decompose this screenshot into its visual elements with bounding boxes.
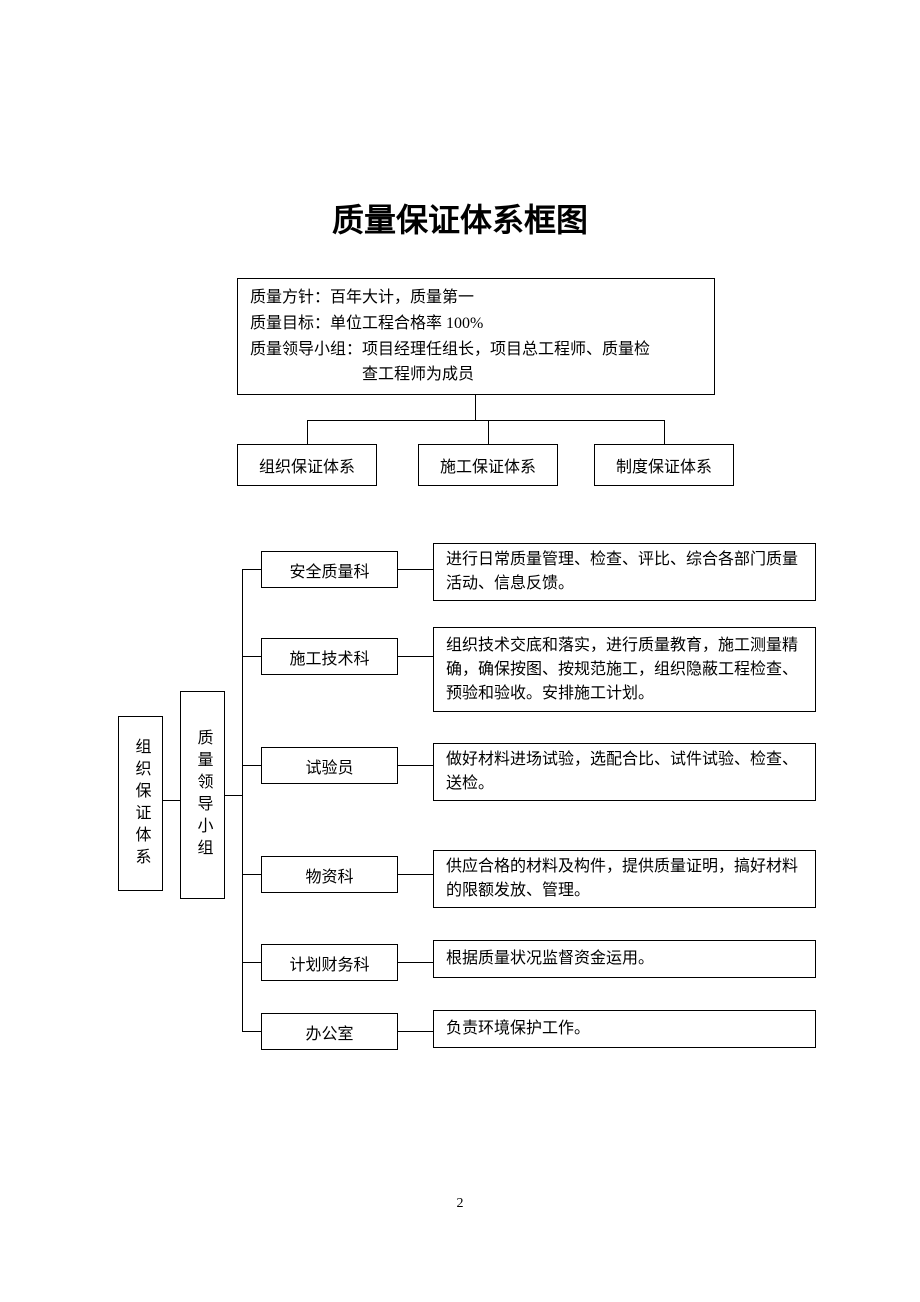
connector-line [664,420,665,444]
connector-line [398,569,433,570]
dept-box: 计划财务科 [261,944,398,981]
tier2-box-3: 制度保证体系 [594,444,734,486]
dept-box: 物资科 [261,856,398,893]
policy-box: 质量方针：百年大计，质量第一 质量目标：单位工程合格率 100% 质量领导小组：… [237,278,715,395]
desc-box: 供应合格的材料及构件，提供质量证明，搞好材料的限额发放、管理。 [433,850,816,908]
connector-line [488,420,489,444]
connector-line [242,874,261,875]
desc-box: 组织技术交底和落实，进行质量教育，施工测量精确，确保按图、按规范施工，组织隐蔽工… [433,627,816,712]
connector-line [163,800,180,801]
desc-box: 进行日常质量管理、检查、评比、综合各部门质量活动、信息反馈。 [433,543,816,601]
desc-box: 负责环境保护工作。 [433,1010,816,1048]
dept-box: 办公室 [261,1013,398,1050]
connector-line [475,395,476,420]
dept-box: 施工技术科 [261,638,398,675]
left-vbox-1: 组织保证体系 [118,716,163,891]
left-vbox-2: 质量领导小组 [180,691,225,899]
page-number: 2 [0,1196,920,1212]
connector-line [398,874,433,875]
connector-line [242,765,261,766]
tier2-box-2: 施工保证体系 [418,444,558,486]
policy-line4: 查工程师为成员 [250,362,650,388]
connector-line [242,656,261,657]
connector-line [242,569,261,570]
page-title: 质量保证体系框图 [0,195,920,241]
desc-box: 根据质量状况监督资金运用。 [433,940,816,978]
dept-box: 试验员 [261,747,398,784]
policy-line3: 质量领导小组：项目经理任组长，项目总工程师、质量检 [250,337,650,363]
connector-line [398,1031,433,1032]
connector-line [398,962,433,963]
connector-line [242,962,261,963]
desc-box: 做好材料进场试验，选配合比、试件试验、检查、送检。 [433,743,816,801]
connector-line [307,420,308,444]
connector-line [225,795,242,796]
connector-line [307,420,664,421]
dept-box: 安全质量科 [261,551,398,588]
connector-line [398,656,433,657]
policy-line1: 质量方针：百年大计，质量第一 [250,285,650,311]
connector-line [398,765,433,766]
tier2-box-1: 组织保证体系 [237,444,377,486]
policy-line2: 质量目标：单位工程合格率 100% [250,311,650,337]
connector-line [242,1031,261,1032]
